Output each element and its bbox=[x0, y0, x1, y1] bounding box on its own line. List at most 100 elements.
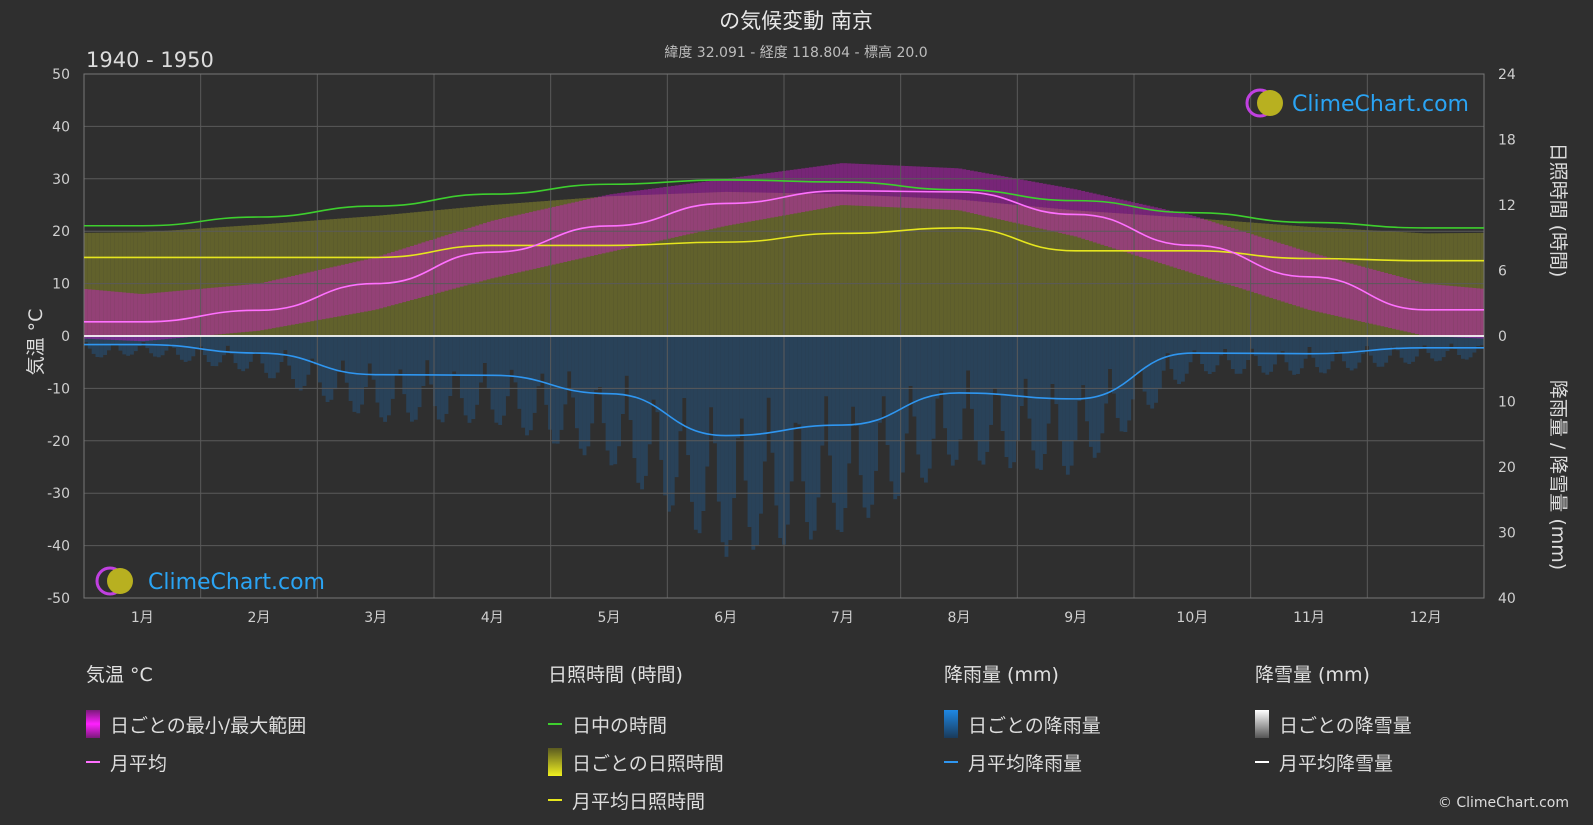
sunshine-daily-bar bbox=[939, 198, 944, 336]
temp-range-bar bbox=[774, 171, 779, 217]
rain-daily-bar bbox=[367, 336, 372, 364]
sunshine-daily-bar bbox=[1276, 224, 1281, 336]
temp-range-bar bbox=[1054, 185, 1059, 233]
period-label: 1940 - 1950 bbox=[86, 48, 214, 72]
temp-range-bar bbox=[789, 169, 794, 215]
sunshine-daily-bar bbox=[682, 193, 687, 336]
temp-range-bar bbox=[337, 265, 341, 317]
rain-daily-bar bbox=[1234, 336, 1239, 374]
rain-daily-bar bbox=[317, 336, 322, 383]
rain-daily-bar bbox=[996, 336, 1001, 395]
sunshine-daily-bar bbox=[406, 212, 411, 336]
temp-range-bar bbox=[889, 165, 894, 208]
sunshine-daily-bar bbox=[1200, 218, 1204, 336]
rain-daily-bar bbox=[498, 336, 503, 425]
rain-daily-bar bbox=[893, 336, 898, 500]
sunshine-daily-bar bbox=[1092, 211, 1097, 336]
sunshine-daily-bar bbox=[1100, 212, 1105, 336]
temp-range-bar bbox=[881, 164, 886, 207]
rain-daily-bar bbox=[84, 336, 88, 343]
rain-daily-bar bbox=[540, 336, 545, 374]
temp-range-bar bbox=[1303, 251, 1308, 309]
sunshine-daily-bar bbox=[590, 197, 595, 336]
rain-daily-bar bbox=[1165, 336, 1170, 354]
temp-range-bar bbox=[736, 177, 740, 224]
temp-range-bar bbox=[91, 289, 96, 340]
temp-range-bar bbox=[306, 272, 311, 322]
sunshine-daily-bar bbox=[563, 199, 568, 336]
rain-daily-bar bbox=[1388, 336, 1392, 356]
temp-range-bar bbox=[406, 247, 411, 302]
temp-range-bar bbox=[532, 211, 537, 269]
legend-temp-title: 気温 °C bbox=[86, 664, 153, 686]
rain-daily-bar bbox=[751, 336, 756, 550]
sunshine-daily-bar bbox=[762, 192, 767, 336]
sunshine-daily-bar bbox=[91, 232, 96, 336]
temp-range-bar bbox=[1031, 181, 1036, 227]
sunshine-daily-bar bbox=[927, 198, 932, 336]
rain-daily-bar bbox=[601, 336, 606, 424]
legend-label: 日ごとの最小/最大範囲 bbox=[110, 714, 307, 737]
rain-daily-bar bbox=[1008, 336, 1013, 469]
temp-range-bar bbox=[1307, 252, 1312, 310]
rain-daily-bar bbox=[1330, 336, 1335, 362]
temp-range-bar bbox=[1165, 209, 1170, 266]
rain-daily-bar bbox=[939, 336, 944, 391]
sunshine-daily-bar bbox=[985, 202, 990, 336]
temp-range-bar bbox=[1161, 209, 1166, 265]
sunshine-daily-bar bbox=[743, 192, 748, 336]
temp-range-bar bbox=[1146, 205, 1151, 260]
sunshine-daily-bar bbox=[130, 232, 134, 336]
temp-range-bar bbox=[1330, 258, 1335, 316]
rain-daily-bar bbox=[1115, 336, 1120, 418]
sunshine-daily-bar bbox=[1027, 206, 1032, 336]
rain-daily-bar bbox=[1303, 336, 1308, 359]
sunshine-daily-bar bbox=[367, 216, 372, 336]
rain-daily-bar bbox=[854, 336, 859, 426]
rain-daily-bar bbox=[1154, 336, 1158, 403]
sunshine-daily-bar bbox=[1054, 208, 1059, 336]
sunshine-daily-bar bbox=[387, 214, 391, 336]
rain-daily-bar bbox=[1376, 336, 1381, 367]
sunshine-daily-bar bbox=[1261, 223, 1266, 336]
temp-range-bar bbox=[1284, 245, 1289, 303]
rain-daily-bar bbox=[1069, 336, 1074, 466]
temp-range-bar bbox=[820, 165, 825, 209]
temp-range-bar bbox=[379, 255, 384, 309]
sunshine-daily-bar bbox=[222, 226, 226, 336]
rain-daily-bar bbox=[302, 336, 307, 386]
rain-daily-bar bbox=[805, 336, 809, 523]
temp-range-bar bbox=[1441, 285, 1446, 337]
temp-range-bar bbox=[1035, 182, 1040, 228]
rain-daily-bar bbox=[1426, 336, 1431, 353]
temp-range-bar bbox=[475, 225, 480, 283]
rain-daily-bar bbox=[1434, 336, 1438, 362]
sunshine-daily-bar bbox=[1031, 206, 1036, 336]
temp-range-bar bbox=[1395, 276, 1400, 330]
temp-range-bar bbox=[1334, 259, 1339, 316]
rain-daily-bar bbox=[1138, 336, 1143, 371]
sunshine-daily-bar bbox=[1414, 232, 1419, 336]
temp-range-bar bbox=[693, 182, 698, 233]
rain-daily-bar bbox=[1150, 336, 1155, 409]
temp-range-bar bbox=[1418, 282, 1423, 335]
sunshine-daily-bar bbox=[482, 205, 487, 336]
temp-range-bar bbox=[555, 206, 560, 264]
temp-range-bar bbox=[659, 187, 664, 241]
temp-range-bar bbox=[145, 293, 150, 341]
sunshine-daily-bar bbox=[659, 194, 664, 336]
sunshine-daily-bar bbox=[839, 194, 844, 336]
rain-daily-bar bbox=[701, 336, 706, 512]
sunshine-daily-bar bbox=[325, 219, 330, 336]
temp-range-bar bbox=[1058, 186, 1063, 233]
sunshine-daily-bar bbox=[847, 194, 852, 336]
sunshine-daily-bar bbox=[766, 192, 771, 336]
sunshine-daily-bar bbox=[801, 193, 806, 336]
sunshine-daily-bar bbox=[352, 217, 357, 336]
temp-range-bar bbox=[536, 210, 541, 268]
temp-range-bar bbox=[1134, 203, 1139, 256]
rain-daily-bar bbox=[1211, 336, 1216, 372]
rain-daily-bar bbox=[375, 336, 380, 403]
sunshine-daily-bar bbox=[858, 194, 863, 336]
rain-daily-bar bbox=[517, 336, 522, 409]
